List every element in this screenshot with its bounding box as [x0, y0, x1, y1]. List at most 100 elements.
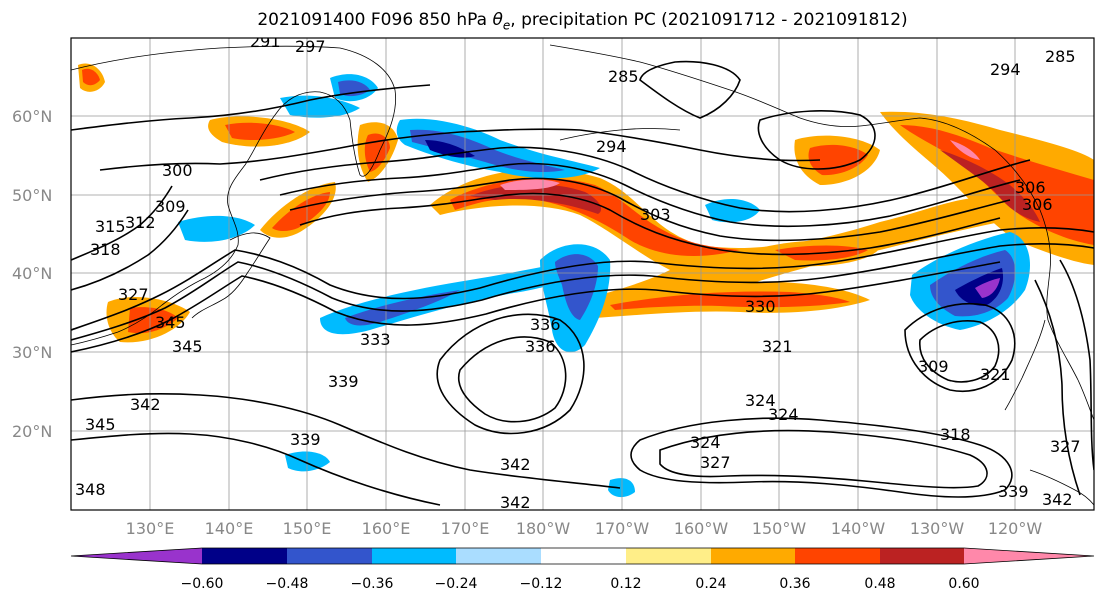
contour-label: 345 — [172, 337, 203, 356]
title-prefix: 2021091400 F096 850 hPa — [257, 10, 493, 30]
colorbar-outline — [70, 547, 1095, 565]
contour-label: 336 — [525, 337, 556, 356]
colorbar: −0.60 −0.48 −0.36 −0.24 −0.12 0.12 0.24 … — [70, 547, 1095, 592]
colorbar-segment — [372, 548, 456, 564]
colorbar-extend-high — [964, 548, 1094, 564]
colorbar-segment — [456, 548, 541, 564]
precip-neg-blue-4 — [280, 95, 360, 118]
lon-label: 160°W — [674, 519, 729, 538]
lon-label: 160°E — [362, 519, 411, 538]
contour-label: 294 — [990, 60, 1021, 79]
colorbar-segment — [711, 548, 795, 564]
lon-label: 120°W — [988, 519, 1043, 538]
contour-label: 294 — [596, 137, 627, 156]
colorbar-segment — [202, 548, 287, 564]
precip-core-pink — [500, 179, 560, 190]
lon-label: 180°W — [516, 519, 571, 538]
precip-neg-darkblue-5 — [555, 254, 598, 320]
contour-label: 339 — [998, 482, 1029, 501]
contour-label: 318 — [90, 240, 121, 259]
colorbar-tick-label: 0.60 — [948, 576, 979, 592]
precip-neg-purple-6 — [975, 278, 1000, 298]
lon-label: 130°E — [126, 519, 175, 538]
lon-label: 150°W — [752, 519, 807, 538]
contour-label: 306 — [1015, 178, 1046, 197]
precip-japan-red — [272, 192, 330, 231]
contour-label: 321 — [980, 365, 1011, 384]
colorbar-tick-label: −0.60 — [181, 576, 224, 592]
precip-neg-blue-8 — [178, 215, 255, 242]
precip-neg-darkblue-2 — [410, 129, 565, 173]
contour-label: 309 — [155, 197, 186, 216]
plot-frame — [70, 37, 1095, 511]
lat-lon-grid — [71, 38, 1094, 510]
lat-label: 60°N — [12, 107, 52, 126]
longitude-labels: 130°E 140°E 150°E 160°E 170°E 180°W 170°… — [126, 519, 1043, 538]
contour-label: 342 — [130, 395, 161, 414]
precip-coast-pink — [950, 140, 980, 160]
lon-label: 170°E — [441, 519, 490, 538]
contour-label: 318 — [940, 425, 971, 444]
lat-label: 50°N — [12, 186, 52, 205]
contour-label: 324 — [745, 391, 776, 410]
precip-neg-blue-10 — [608, 478, 635, 498]
lat-label: 20°N — [12, 422, 52, 441]
colorbar-tick-label: −0.24 — [435, 576, 478, 592]
title-symbol-sub: e — [502, 18, 511, 33]
lon-label: 130°W — [910, 519, 965, 538]
precip-neg-darkblue-1 — [345, 290, 460, 326]
precip-neg-blue-9 — [285, 451, 330, 472]
contour-label: 327 — [1050, 437, 1081, 456]
contour-label: 339 — [328, 372, 359, 391]
colorbar-segment — [541, 548, 626, 564]
colorbar-segment — [880, 548, 964, 564]
contour-label: 300 — [162, 161, 193, 180]
precip-nw-red — [82, 68, 100, 86]
contour-label: 339 — [290, 430, 321, 449]
contour-label: 342 — [500, 493, 531, 512]
lon-label: 170°W — [595, 519, 650, 538]
lon-label: 140°E — [205, 519, 254, 538]
colorbar-tick-label: 0.24 — [695, 576, 726, 592]
precip-neg-blue-7 — [705, 198, 760, 223]
contour-label: 342 — [1042, 490, 1073, 509]
contour-label: 336 — [530, 315, 561, 334]
lon-label: 150°E — [283, 519, 332, 538]
contour-label: 345 — [155, 313, 186, 332]
contour-label: 327 — [118, 285, 149, 304]
theta-e-contours — [71, 60, 1094, 506]
colorbar-tick-label: −0.36 — [351, 576, 394, 592]
contour-label: 285 — [1045, 47, 1076, 66]
contour-label: 342 — [500, 455, 531, 474]
contour-label: 330 — [745, 297, 776, 316]
map-title: 2021091400 F096 850 hPa θe, precipitatio… — [71, 10, 1094, 32]
plot-area: 291 297 285 294 294 285 300 309 312 315 … — [71, 32, 1094, 512]
contour-label: 348 — [75, 480, 106, 499]
colorbar-tick-label: 0.48 — [864, 576, 895, 592]
contour-label: 345 — [85, 415, 116, 434]
contour-label: 321 — [762, 337, 793, 356]
precip-okhotsk-red — [225, 122, 295, 140]
lat-label: 40°N — [12, 264, 52, 283]
contour-label: 297 — [295, 37, 326, 56]
title-symbol: θ — [492, 10, 503, 30]
contour-label: 333 — [360, 330, 391, 349]
colorbar-extend-low — [71, 548, 202, 564]
latitude-labels: 60°N 50°N 40°N 30°N 20°N — [12, 107, 52, 441]
contour-label: 309 — [918, 357, 949, 376]
precip-gulf-red — [808, 144, 868, 176]
contour-label: 327 — [700, 453, 731, 472]
contour-label: 315 — [95, 217, 126, 236]
contour-label: 285 — [608, 67, 639, 86]
precip-core-darkred — [470, 184, 602, 214]
contour-label: 324 — [768, 405, 799, 424]
contour-label: 324 — [690, 433, 721, 452]
colorbar-tick-label: 0.12 — [610, 576, 641, 592]
colorbar-segment — [795, 548, 880, 564]
coastlines — [71, 44, 1094, 506]
colorbar-tick-label: −0.12 — [520, 576, 563, 592]
contour-label: 291 — [250, 32, 281, 51]
colorbar-tick-label: 0.36 — [779, 576, 810, 592]
contour-label: 306 — [1022, 195, 1053, 214]
